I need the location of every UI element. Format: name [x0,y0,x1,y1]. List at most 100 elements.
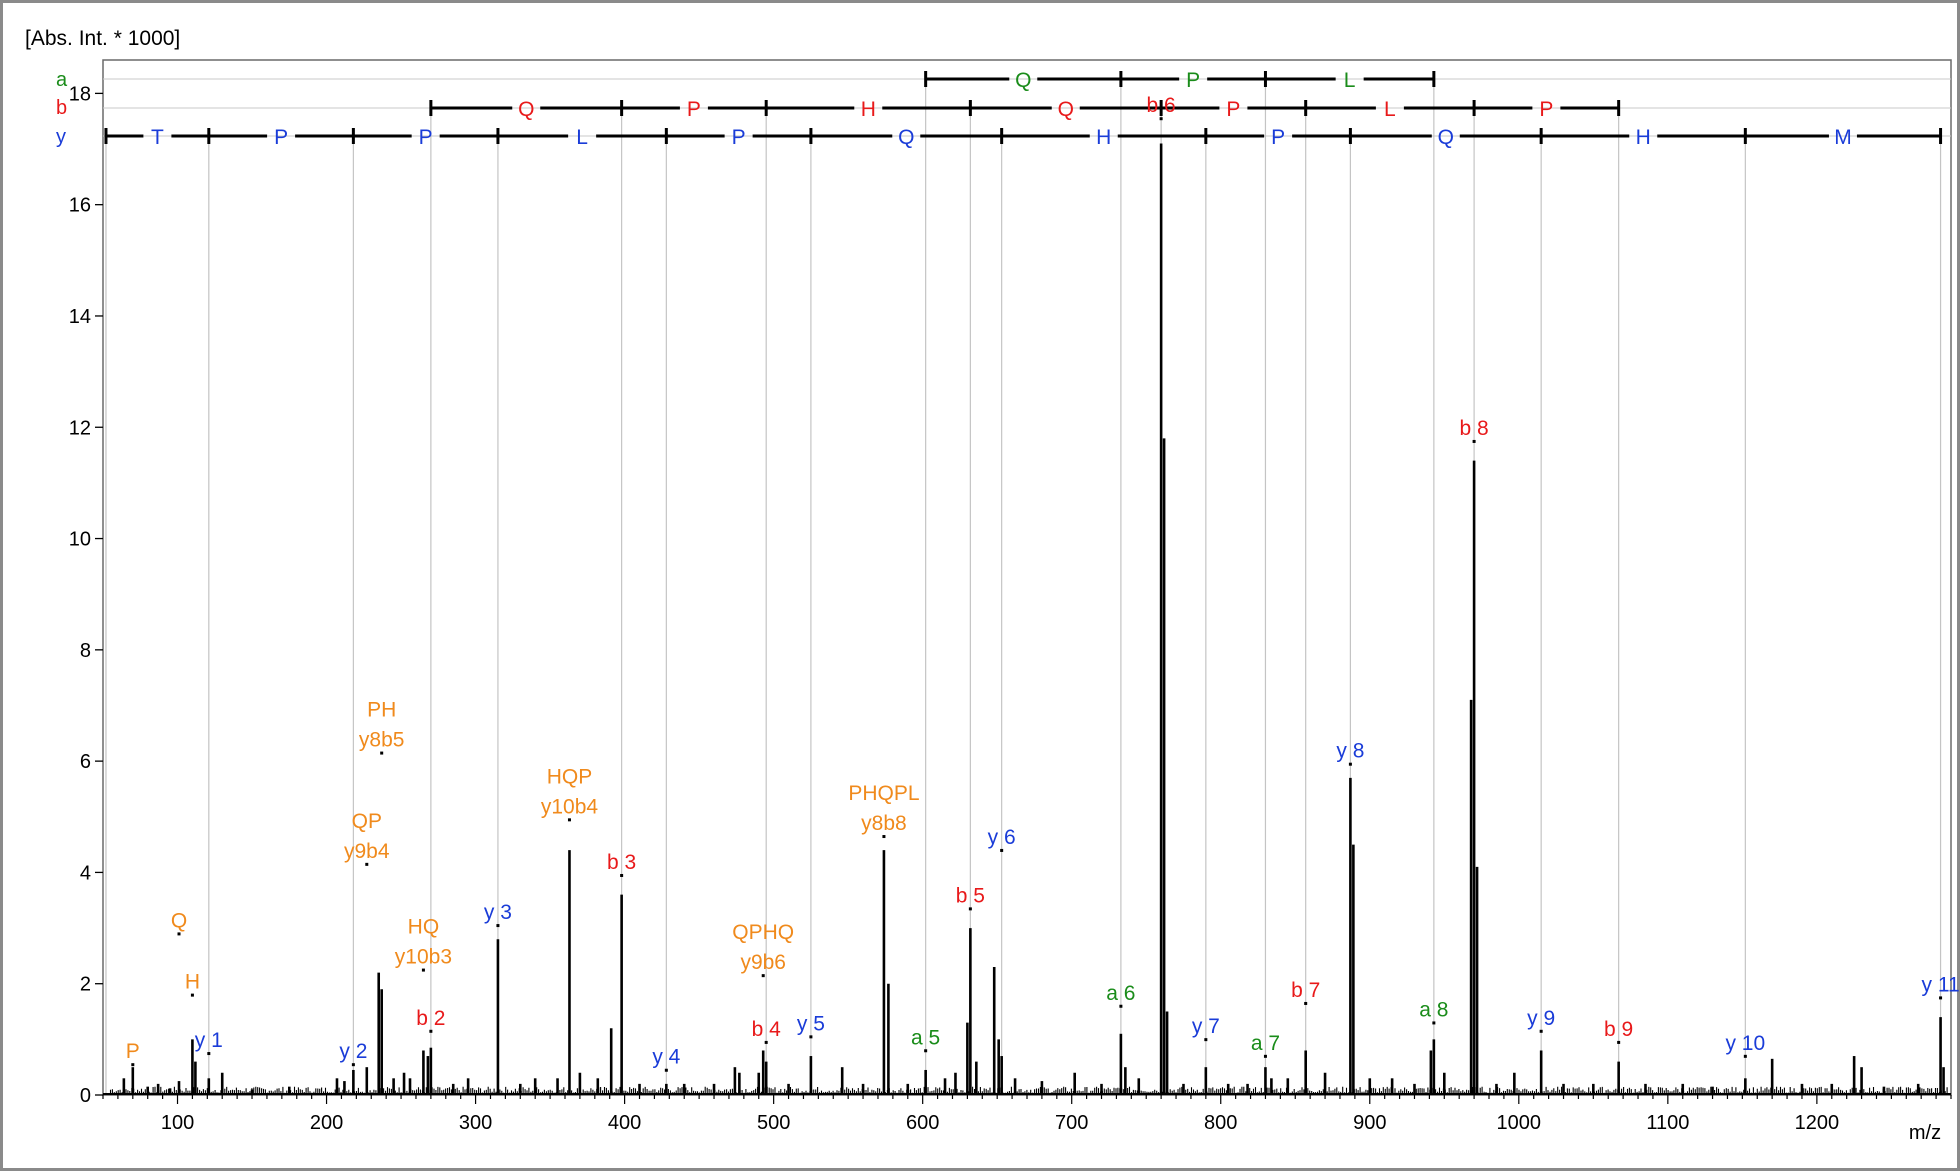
x-tick-label: 400 [608,1112,641,1134]
annotation-marker [924,1049,928,1053]
annotation-marker [968,907,972,911]
peak-label-y: y 6 [988,826,1016,849]
ladder-b-residue: P [1226,98,1240,121]
peak-label-b: b 8 [1459,417,1488,440]
peak-label-b: b 2 [416,1007,445,1030]
x-tick-label: 900 [1353,1112,1386,1134]
peak-label-b: b 9 [1604,1018,1633,1041]
peak-label-b: b 6 [1147,94,1176,117]
annotation-marker [131,1063,135,1067]
peak-label-internal: y8b8 [861,812,907,835]
x-tick-label: 700 [1055,1112,1088,1134]
ladder-a-residue: Q [1015,69,1031,92]
annotation-marker [1304,1001,1308,1005]
annotation-marker [429,1029,433,1033]
peak-label-internal: QP [352,810,382,833]
annotation-marker [1539,1029,1543,1033]
peak-label-internal: HQP [547,765,593,788]
peak-label-internal: y9b6 [740,951,786,974]
peak-label-y: y 7 [1192,1015,1220,1038]
annotation-marker [177,932,181,936]
peak-label-internal: H [185,971,200,994]
x-tick-label: 600 [906,1112,939,1134]
ladder-y-residue: H [1636,126,1651,149]
annotation-marker [1204,1038,1208,1042]
y-tick-label: 12 [69,417,91,439]
y-tick-label: 6 [80,751,91,773]
y-tick-label: 18 [69,83,91,105]
y-tick-label: 14 [69,306,91,328]
y-tick-label: 2 [80,974,91,996]
peak-label-y: y 10 [1725,1032,1765,1055]
ladder-a-residue: P [1186,69,1200,92]
x-tick-label: 1000 [1497,1112,1542,1134]
peak-label-b: b 5 [956,884,985,907]
y-tick-label: 10 [69,529,91,551]
ladder-y-residue: Q [898,126,914,149]
peak-label-y: y 4 [652,1046,680,1069]
peak-label-internal: y10b4 [541,795,599,818]
ladder-y-residue: P [732,126,746,149]
peak-label-y: y 3 [484,901,512,924]
annotation-marker [1000,848,1004,852]
ladder-y-residue: P [274,126,288,149]
peak-label-a: a 5 [911,1026,940,1049]
peak-label-y: y 5 [797,1012,825,1035]
peak-label-a: a 7 [1251,1032,1280,1055]
peak-label-y: y 9 [1527,1007,1555,1030]
annotation-marker [664,1068,668,1072]
x-tick-label: 100 [161,1112,194,1134]
annotation-marker [1472,439,1476,443]
y-tick-label: 0 [80,1085,91,1107]
x-tick-label: 800 [1204,1112,1237,1134]
annotation-marker [351,1063,355,1067]
plot-area [102,59,1952,1096]
annotation-marker [207,1052,211,1056]
annotation-marker [567,818,571,822]
ladder-y-residue: P [1271,126,1285,149]
ladder-y-residue: H [1096,126,1111,149]
peak-label-internal: P [126,1040,140,1063]
mass-spectrum-chart: [Abs. Int. * 1000] m/z 0 2 4 6 8 10 12 14 16 18 10… [25,27,1960,1144]
annotation-marker [190,993,194,997]
peak-label-b: b 3 [607,851,636,874]
y-tick-label: 8 [80,640,91,662]
peak-label-internal: y9b4 [344,840,390,863]
peak-label-internal: Q [171,909,187,932]
annotation-marker [620,873,624,877]
ladder-y-residue: L [576,126,588,149]
annotation-marker [1348,762,1352,766]
series-label-a: a [56,69,68,91]
peak-label-y: y 8 [1336,740,1364,763]
peak-label-y: y 11 [1921,973,1959,996]
peak-label-internal: y8b5 [359,729,405,752]
x-tick-label: 300 [459,1112,492,1134]
annotation-marker [496,924,500,928]
annotation-marker [1743,1054,1747,1058]
x-tick-label: 1200 [1795,1112,1840,1134]
ladder-b-residue: L [1384,98,1396,121]
ladder-y-residue: P [419,126,433,149]
ladder-b-residue: H [861,98,876,121]
x-tick-label: 200 [310,1112,343,1134]
annotation-marker [365,862,369,866]
peak-label-internal: PHQPL [848,782,919,805]
peak-label-a: a 8 [1419,998,1448,1021]
ladder-b-residue: Q [518,98,534,121]
peak-label-internal: PH [367,699,396,722]
annotation-marker [1263,1054,1267,1058]
y-axis-label: [Abs. Int. * 1000] [25,27,180,50]
ladder-b-residue: P [1539,98,1553,121]
annotation-marker [1159,117,1163,121]
series-label-y: y [56,126,66,148]
peak-label-b: b 7 [1291,979,1320,1002]
annotation-marker [761,974,765,978]
peak-label-y: y 2 [339,1040,367,1063]
peak-label-internal: y10b3 [395,946,452,969]
x-tick-label: 1100 [1646,1112,1689,1134]
peak-label-a: a 6 [1106,982,1135,1005]
annotation-marker [1617,1040,1621,1044]
annotation-marker [421,968,425,972]
ladder-b-residue: P [687,98,701,121]
